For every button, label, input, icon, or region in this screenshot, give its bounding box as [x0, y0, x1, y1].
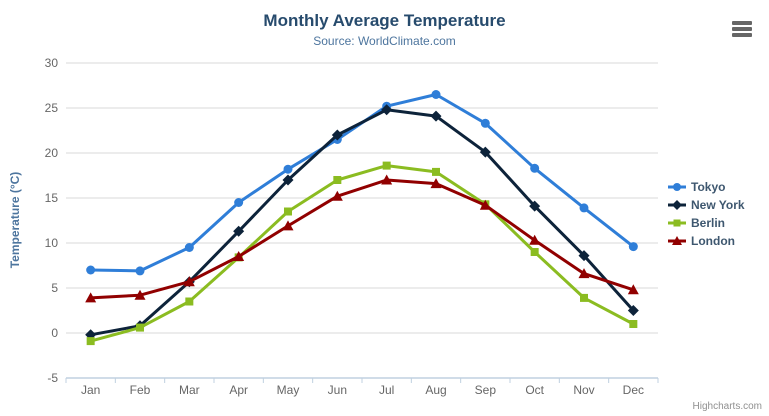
data-point-new-york-oct[interactable] — [529, 200, 541, 212]
x-axis-label: Jul — [379, 383, 394, 397]
data-point-berlin-oct[interactable] — [530, 248, 539, 256]
data-point-london-jul[interactable] — [381, 174, 393, 185]
data-point-london-apr[interactable] — [233, 251, 245, 261]
series-tokyo — [86, 90, 638, 276]
legend-marker — [672, 200, 682, 210]
data-point-new-york-may[interactable] — [282, 174, 294, 186]
data-point-tokyo-may[interactable] — [283, 164, 293, 174]
series-berlin — [86, 161, 638, 346]
x-axis-label: Sep — [475, 383, 497, 397]
data-point-new-york-nov[interactable] — [578, 250, 590, 262]
y-axis-label: 0 — [51, 326, 58, 340]
y-axis-label: -5 — [47, 371, 58, 385]
legend-item-london[interactable]: London — [668, 232, 745, 250]
data-point-new-york-jul[interactable] — [381, 104, 393, 116]
data-point-london-jan[interactable] — [85, 292, 97, 303]
x-axis-label: Jan — [81, 383, 100, 397]
data-point-london-dec[interactable] — [627, 284, 639, 295]
legend-marker — [673, 219, 681, 227]
x-axis-label: Apr — [229, 383, 248, 397]
data-point-new-york-aug[interactable] — [430, 110, 442, 122]
data-point-london-oct[interactable] — [529, 234, 541, 245]
legend-marker — [672, 236, 682, 245]
y-axis-label: 25 — [45, 101, 59, 115]
x-axis-label: Mar — [179, 383, 200, 397]
series-line-london[interactable] — [89, 178, 635, 300]
legend-label: London — [691, 234, 735, 248]
y-axis-label: 10 — [45, 236, 59, 250]
data-point-london-may[interactable] — [282, 220, 294, 231]
legend-item-new-york[interactable]: New York — [668, 196, 745, 214]
legend-label: Berlin — [691, 216, 726, 230]
data-point-london-nov[interactable] — [578, 268, 590, 279]
data-point-berlin-feb[interactable] — [136, 323, 144, 332]
data-point-tokyo-aug[interactable] — [431, 90, 441, 99]
data-point-berlin-dec[interactable] — [629, 320, 638, 328]
data-point-tokyo-oct[interactable] — [530, 163, 540, 173]
x-axis-label: Jun — [328, 383, 347, 397]
data-point-new-york-sep[interactable] — [479, 146, 491, 158]
credits-link[interactable]: Highcharts.com — [692, 401, 762, 412]
data-point-tokyo-apr[interactable] — [234, 198, 244, 207]
hamburger-icon — [732, 21, 752, 25]
data-point-london-feb[interactable] — [134, 289, 146, 300]
data-point-tokyo-feb[interactable] — [135, 266, 145, 276]
data-point-tokyo-sep[interactable] — [480, 118, 490, 128]
data-point-berlin-jun[interactable] — [333, 176, 342, 184]
triangle-legend-marker-icon — [668, 236, 686, 245]
square-legend-marker-icon — [668, 219, 686, 227]
x-axis-label: Oct — [525, 383, 544, 397]
data-point-london-jun[interactable] — [331, 190, 343, 201]
legend-label: New York — [691, 198, 745, 212]
diamond-legend-marker-icon — [668, 200, 686, 210]
data-point-tokyo-dec[interactable] — [628, 242, 638, 252]
series-london — [85, 174, 639, 303]
legend-item-berlin[interactable]: Berlin — [668, 214, 745, 232]
y-axis-label: 15 — [45, 191, 59, 205]
chart-title: Monthly Average Temperature — [263, 11, 506, 30]
y-axis-label: 30 — [45, 56, 59, 70]
data-point-london-sep[interactable] — [479, 199, 491, 210]
series-line-new-york[interactable] — [89, 108, 635, 337]
data-point-new-york-dec[interactable] — [627, 305, 639, 316]
data-point-tokyo-mar[interactable] — [184, 243, 194, 252]
data-point-new-york-jun[interactable] — [331, 129, 343, 141]
export-menu-button[interactable] — [732, 21, 752, 37]
data-point-london-aug[interactable] — [430, 178, 442, 189]
circle-legend-marker-icon — [668, 183, 686, 191]
legend-label: Tokyo — [691, 180, 726, 194]
legend-item-tokyo[interactable]: Tokyo — [668, 178, 745, 196]
legend-marker — [673, 183, 681, 191]
data-point-tokyo-nov[interactable] — [579, 203, 589, 213]
y-axis-label: 20 — [45, 146, 59, 160]
data-point-berlin-may[interactable] — [284, 207, 292, 216]
legend: Tokyo New York Berlin London — [668, 178, 745, 250]
hamburger-icon — [732, 27, 752, 31]
hamburger-icon — [732, 33, 752, 37]
x-axis-label: May — [277, 383, 300, 397]
data-point-new-york-apr[interactable] — [233, 225, 245, 237]
data-point-tokyo-jan[interactable] — [86, 265, 96, 275]
data-point-berlin-aug[interactable] — [432, 167, 440, 176]
data-point-london-mar[interactable] — [183, 276, 195, 287]
series-line-berlin[interactable] — [89, 164, 635, 343]
chart-subtitle: Source: WorldClimate.com — [313, 34, 456, 48]
x-axis-label: Feb — [130, 383, 151, 397]
x-axis-label: Aug — [425, 383, 446, 397]
y-axis-label: 5 — [51, 281, 58, 295]
data-point-berlin-mar[interactable] — [185, 297, 194, 306]
data-point-berlin-jan[interactable] — [86, 337, 95, 346]
data-point-berlin-nov[interactable] — [580, 293, 588, 302]
x-axis-label: Nov — [573, 383, 594, 397]
y-axis-title: Temperature (°C) — [8, 171, 22, 269]
x-axis-label: Dec — [623, 383, 644, 397]
data-point-berlin-jul[interactable] — [382, 161, 391, 170]
series-new-york — [85, 104, 639, 341]
